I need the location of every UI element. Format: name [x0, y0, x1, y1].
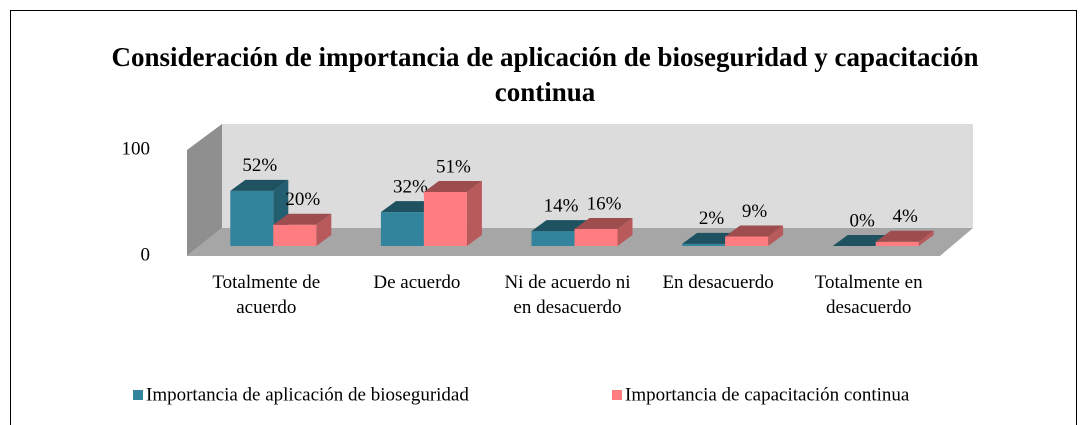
bar-front — [682, 243, 726, 246]
side-wall — [187, 124, 222, 256]
bar-side — [316, 213, 332, 246]
data-label: 4% — [893, 206, 919, 227]
x-tick-label: De acuerdo — [373, 272, 461, 293]
bar — [230, 179, 289, 246]
bar-front — [380, 212, 424, 246]
data-label: 14% — [544, 196, 579, 217]
bar-front — [725, 236, 769, 246]
bar — [423, 180, 482, 246]
bar-front — [230, 190, 274, 246]
bar-top — [423, 180, 482, 192]
bar-front — [423, 191, 467, 246]
bar-side — [617, 218, 633, 246]
legend-label: Importancia de aplicación de biosegurida… — [146, 384, 469, 405]
bar-front — [574, 229, 618, 246]
y-tick-label: 100 — [122, 138, 151, 159]
x-tick-label: Totalmente de acuerdo — [212, 272, 321, 318]
data-label: 2% — [699, 208, 725, 229]
legend-swatch — [133, 390, 143, 400]
chart-border — [10, 10, 1077, 425]
bar-top — [725, 225, 784, 237]
bar — [875, 230, 934, 246]
data-label: 52% — [242, 155, 277, 176]
bar-top — [875, 230, 934, 242]
data-label: 9% — [742, 201, 768, 222]
x-tick-label: Ni de acuerdo ni en desacuerdo — [504, 272, 631, 318]
bar — [273, 213, 332, 246]
bar-top — [230, 179, 289, 191]
bar-side — [466, 180, 482, 246]
bar-top — [531, 220, 590, 232]
x-tick-label: En desacuerdo — [662, 272, 774, 293]
data-label: 0% — [850, 210, 876, 231]
data-label: 16% — [587, 193, 622, 214]
bar-side — [768, 225, 784, 246]
legend-swatch — [612, 390, 622, 400]
bar-top — [273, 213, 332, 225]
bar — [574, 218, 633, 246]
x-tick-label: Totalmente en desacuerdo — [814, 272, 923, 318]
y-tick-label: 0 — [141, 244, 151, 265]
bar-side — [918, 230, 934, 246]
bar-front — [531, 231, 575, 246]
data-label: 20% — [285, 189, 320, 210]
bar-front — [875, 241, 919, 246]
data-label: 32% — [393, 176, 428, 197]
bar-front — [273, 224, 317, 246]
bar — [725, 225, 784, 246]
chart-title: Consideración de importancia de aplicaci… — [111, 42, 979, 107]
bar-top — [574, 218, 633, 230]
data-label: 51% — [436, 156, 471, 177]
legend-label: Importancia de capacitación continua — [625, 384, 910, 405]
